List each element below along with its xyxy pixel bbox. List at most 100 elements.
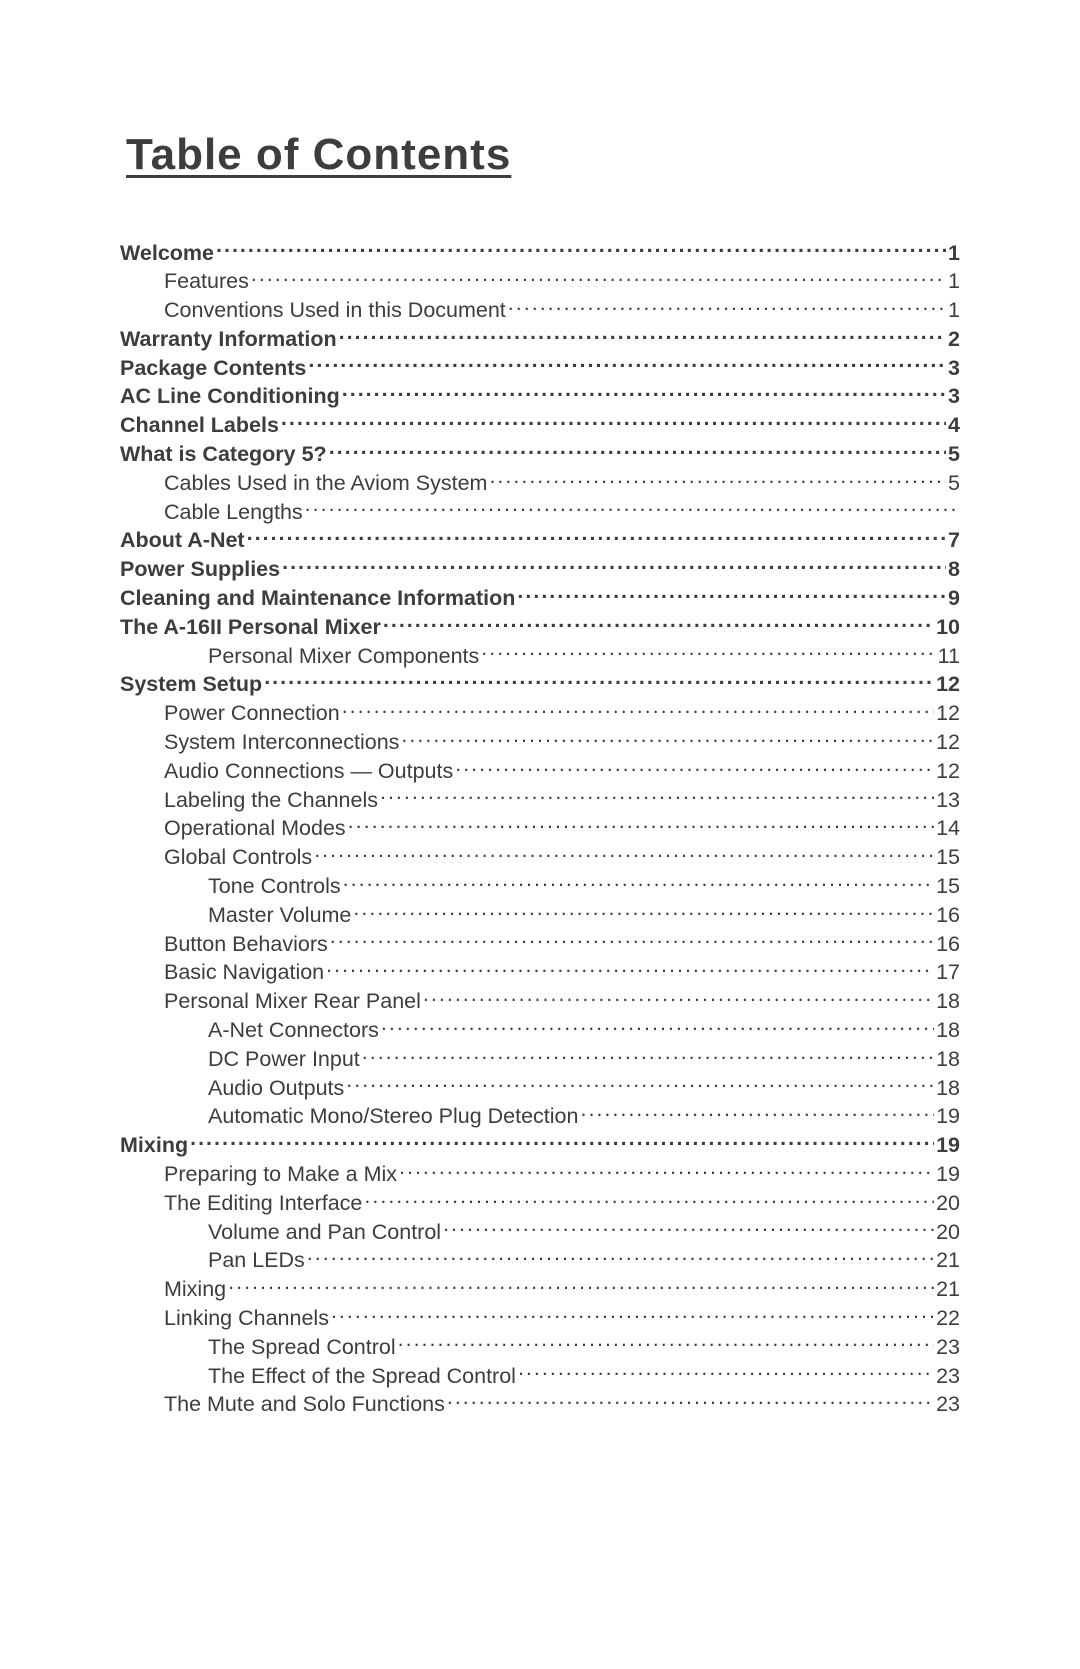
toc-leader-dots	[481, 641, 935, 663]
toc-leader-dots	[443, 1217, 934, 1239]
toc-entry: Channel Labels4	[120, 411, 960, 440]
toc-entry-label: Automatic Mono/Stereo Plug Detection	[208, 1103, 580, 1130]
toc-leader-dots	[489, 468, 946, 490]
toc-entry-page: 5	[946, 441, 960, 468]
toc-entry-page: 12	[934, 700, 960, 727]
toc-entry-label: Pan LEDs	[208, 1247, 307, 1274]
toc-entry-page: 19	[934, 1103, 960, 1130]
toc-entry-label: Conventions Used in this Document	[164, 297, 508, 324]
toc-entry-label: Cables Used in the Aviom System	[164, 470, 489, 497]
toc-entry: Linking Channels 22	[120, 1303, 960, 1332]
toc-leader-dots	[339, 324, 946, 346]
toc-leader-dots	[362, 1044, 934, 1066]
toc-entry: Master Volume16	[120, 900, 960, 929]
toc-entry: Labeling the Channels13	[120, 785, 960, 814]
toc-entry-page: 10	[934, 614, 960, 641]
toc-entry-label: Power Supplies	[120, 556, 282, 583]
toc-leader-dots	[308, 353, 946, 375]
toc-entry-label: Global Controls	[164, 844, 314, 871]
toc-entry: Pan LEDs21	[120, 1246, 960, 1275]
toc-entry-page: 4	[946, 412, 960, 439]
toc-entry: DC Power Input18	[120, 1044, 960, 1073]
toc-leader-dots	[305, 497, 960, 519]
toc-leader-dots	[342, 382, 946, 404]
toc-entry-page: 5	[946, 470, 960, 497]
toc-entry: Button Behaviors16	[120, 929, 960, 958]
toc-leader-dots	[353, 900, 934, 922]
toc-entry-label: Tone Controls	[208, 873, 343, 900]
toc-entry-page: 8	[946, 556, 960, 583]
toc-entry-label: What is Category 5?	[120, 441, 329, 468]
toc-entry: The Editing Interface 20	[120, 1188, 960, 1217]
toc-entry-label: System Interconnections	[164, 729, 401, 756]
toc-entry-label: Preparing to Make a Mix	[164, 1161, 399, 1188]
toc-entry-label: DC Power Input	[208, 1046, 362, 1073]
toc-leader-dots	[342, 699, 934, 721]
toc-entry: Volume and Pan Control20	[120, 1217, 960, 1246]
toc-leader-dots	[348, 814, 934, 836]
toc-entry-label: AC Line Conditioning	[120, 383, 342, 410]
toc-entry: The Spread Control23	[120, 1332, 960, 1361]
toc-entry-page: 19	[934, 1161, 960, 1188]
toc-entry-page: 3	[946, 383, 960, 410]
toc-entry-page: 17	[934, 959, 960, 986]
toc-leader-dots	[455, 756, 934, 778]
toc-entry-label: Linking Channels	[164, 1305, 331, 1332]
toc-entry-page: 2	[946, 326, 960, 353]
toc-entry-label: Mixing	[120, 1132, 190, 1159]
toc-entry-page: 21	[934, 1276, 960, 1303]
toc-entry: The Mute and Solo Functions23	[120, 1390, 960, 1419]
toc-entry: Audio Outputs18	[120, 1073, 960, 1102]
toc-entry-label: A-Net Connectors	[208, 1017, 381, 1044]
toc-entry-label: Cleaning and Maintenance Information	[120, 585, 517, 612]
toc-entry: Warranty Information 2	[120, 324, 960, 353]
toc-leader-dots	[251, 267, 946, 289]
toc-entry-label: The Effect of the Spread Control	[208, 1363, 518, 1390]
toc-entry-page: 20	[934, 1219, 960, 1246]
toc-leader-dots	[401, 728, 934, 750]
toc-leader-dots	[383, 612, 934, 634]
toc-entry-label: Warranty Information	[120, 326, 339, 353]
toc-leader-dots	[518, 1361, 934, 1383]
toc-entry: Preparing to Make a Mix 19	[120, 1160, 960, 1189]
toc-leader-dots	[190, 1131, 934, 1153]
toc-entry-page: 1	[946, 240, 960, 267]
toc-entry: Automatic Mono/Stereo Plug Detection 19	[120, 1102, 960, 1131]
toc-entry-label: The Mute and Solo Functions	[164, 1391, 447, 1418]
toc-entry-page: 1	[946, 297, 960, 324]
toc-entry: Mixing 19	[120, 1131, 960, 1160]
toc-leader-dots	[447, 1390, 934, 1412]
toc-entry-page: 19	[934, 1132, 960, 1159]
toc-entry-page: 22	[934, 1305, 960, 1332]
toc-leader-dots	[216, 238, 946, 260]
toc-entry-label: About A-Net	[120, 527, 247, 554]
toc-entry-label: Package Contents	[120, 355, 308, 382]
toc-entry-label: Audio Outputs	[208, 1075, 346, 1102]
toc-entry-label: Personal Mixer Rear Panel	[164, 988, 423, 1015]
toc-entry: Package Contents3	[120, 353, 960, 382]
toc-leader-dots	[423, 987, 934, 1009]
toc-entry: Mixing21	[120, 1275, 960, 1304]
toc-entry-label: System Setup	[120, 671, 264, 698]
toc-entry: A-Net Connectors18	[120, 1016, 960, 1045]
toc-entry: Tone Controls15	[120, 872, 960, 901]
toc-entry-label: Labeling the Channels	[164, 787, 380, 814]
toc-entry-page: 18	[934, 988, 960, 1015]
toc-entry: System Setup12	[120, 670, 960, 699]
toc-entry-page: 12	[934, 729, 960, 756]
toc-entry-page: 15	[934, 844, 960, 871]
toc-entry: Power Connection12	[120, 699, 960, 728]
toc-leader-dots	[517, 584, 946, 606]
toc-leader-dots	[330, 929, 934, 951]
toc-entry: AC Line Conditioning 3	[120, 382, 960, 411]
toc-leader-dots	[281, 411, 946, 433]
toc-entry-page: 12	[934, 758, 960, 785]
toc-entry: The Effect of the Spread Control23	[120, 1361, 960, 1390]
toc-leader-dots	[228, 1275, 934, 1297]
toc-entry-label: The Editing Interface	[164, 1190, 364, 1217]
toc-leader-dots	[364, 1188, 934, 1210]
toc-entry: The A-16II Personal Mixer10	[120, 612, 960, 641]
toc-entry-page: 20	[934, 1190, 960, 1217]
toc-entry-label: Welcome	[120, 240, 216, 267]
toc-entry: Basic Navigation17	[120, 958, 960, 987]
